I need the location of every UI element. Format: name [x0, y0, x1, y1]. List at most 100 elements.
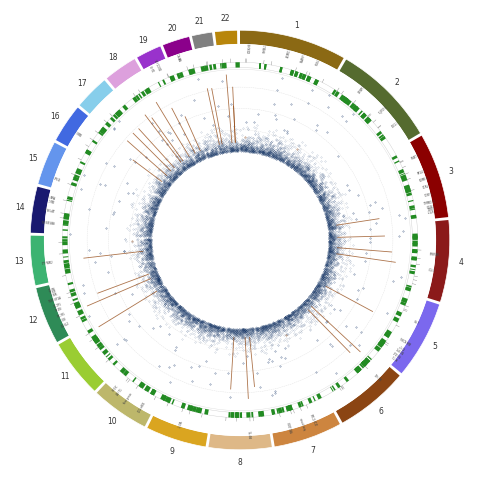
Wedge shape: [401, 176, 406, 179]
Text: FOXP1: FOXP1: [424, 192, 433, 198]
Text: MANBA: MANBA: [428, 250, 439, 254]
Wedge shape: [374, 347, 379, 352]
Wedge shape: [411, 216, 417, 219]
Wedge shape: [259, 63, 261, 69]
Wedge shape: [404, 186, 409, 188]
Wedge shape: [36, 285, 69, 342]
Wedge shape: [132, 377, 137, 382]
Wedge shape: [98, 132, 104, 136]
Wedge shape: [80, 315, 86, 320]
Wedge shape: [191, 68, 196, 74]
Wedge shape: [78, 312, 84, 315]
Wedge shape: [144, 385, 149, 391]
Text: 18: 18: [108, 53, 118, 62]
Wedge shape: [224, 63, 227, 68]
Wedge shape: [401, 177, 408, 182]
Wedge shape: [151, 389, 156, 396]
Wedge shape: [343, 97, 347, 102]
Wedge shape: [271, 409, 274, 415]
Wedge shape: [365, 117, 372, 124]
Wedge shape: [192, 406, 197, 412]
Wedge shape: [359, 363, 364, 369]
Wedge shape: [74, 302, 81, 309]
Wedge shape: [240, 412, 242, 418]
Wedge shape: [353, 106, 360, 112]
Wedge shape: [401, 298, 408, 303]
Wedge shape: [409, 135, 448, 218]
Text: GALC: GALC: [47, 196, 55, 202]
Wedge shape: [201, 66, 205, 72]
Wedge shape: [410, 208, 415, 211]
Text: 12: 12: [28, 316, 37, 325]
Text: ZC2HC1A: ZC2HC1A: [311, 412, 320, 425]
Text: 15: 15: [29, 154, 38, 163]
Text: BACH2: BACH2: [374, 371, 383, 380]
Wedge shape: [62, 236, 68, 239]
Wedge shape: [392, 155, 397, 160]
Wedge shape: [384, 332, 390, 338]
Text: PITPNM2: PITPNM2: [42, 261, 54, 266]
Wedge shape: [406, 287, 411, 290]
Text: CTSA: CTSA: [53, 173, 61, 180]
Wedge shape: [93, 337, 100, 344]
Wedge shape: [406, 192, 412, 196]
Wedge shape: [412, 249, 418, 253]
Text: SLAMF7: SLAMF7: [300, 51, 308, 63]
Text: TRAF3: TRAF3: [47, 192, 56, 198]
Wedge shape: [240, 30, 344, 70]
Text: STAT4: STAT4: [410, 154, 420, 161]
Text: 3: 3: [449, 167, 454, 176]
Wedge shape: [192, 32, 214, 49]
Wedge shape: [190, 405, 194, 411]
Wedge shape: [363, 358, 370, 364]
Wedge shape: [63, 214, 70, 219]
Wedge shape: [343, 97, 348, 103]
Text: TET2: TET2: [428, 265, 435, 270]
Text: GAB3: GAB3: [75, 128, 84, 136]
Wedge shape: [241, 412, 242, 418]
Wedge shape: [312, 396, 316, 401]
Wedge shape: [80, 161, 85, 165]
Wedge shape: [290, 70, 293, 75]
Wedge shape: [177, 73, 181, 79]
Wedge shape: [221, 63, 226, 69]
Wedge shape: [74, 174, 80, 179]
Text: 16: 16: [51, 112, 60, 120]
Wedge shape: [355, 366, 361, 372]
Wedge shape: [70, 288, 75, 293]
Wedge shape: [412, 236, 418, 240]
Wedge shape: [335, 382, 341, 388]
Wedge shape: [301, 74, 306, 80]
Text: TIMMDC1: TIMMDC1: [423, 200, 437, 206]
Wedge shape: [404, 184, 410, 191]
Wedge shape: [379, 134, 384, 139]
Wedge shape: [58, 337, 104, 391]
Wedge shape: [150, 389, 156, 395]
Wedge shape: [313, 79, 319, 85]
Text: MIR548AN: MIR548AN: [40, 217, 54, 223]
Wedge shape: [122, 105, 128, 111]
Text: 22: 22: [220, 14, 230, 23]
Wedge shape: [144, 88, 151, 95]
Text: CLEC16A: CLEC16A: [155, 57, 164, 70]
Wedge shape: [306, 76, 312, 82]
Wedge shape: [169, 75, 176, 82]
Wedge shape: [96, 342, 102, 347]
Wedge shape: [165, 396, 171, 403]
Wedge shape: [316, 393, 322, 399]
Wedge shape: [271, 409, 276, 415]
Wedge shape: [228, 412, 230, 418]
Wedge shape: [301, 74, 306, 80]
Text: TREN: TREN: [55, 307, 63, 313]
Wedge shape: [288, 405, 293, 411]
Wedge shape: [344, 98, 349, 104]
Wedge shape: [279, 67, 283, 72]
Wedge shape: [307, 397, 312, 404]
Wedge shape: [30, 187, 51, 233]
Wedge shape: [64, 265, 70, 267]
Text: CENPO: CENPO: [358, 85, 367, 95]
Wedge shape: [251, 412, 253, 418]
Text: IL12A: IL12A: [428, 210, 436, 215]
Wedge shape: [288, 405, 293, 411]
Text: 14: 14: [15, 203, 25, 212]
